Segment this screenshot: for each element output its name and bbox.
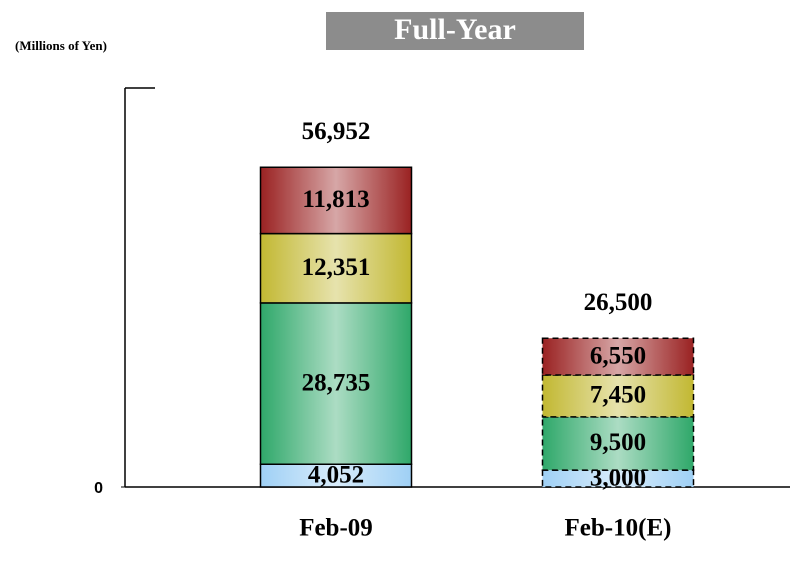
bar-shine bbox=[541, 337, 695, 376]
chart-title: Full-Year bbox=[394, 13, 516, 46]
value-label: 11,813 bbox=[302, 186, 369, 213]
value-label: 12,351 bbox=[302, 254, 371, 281]
value-label: 7,450 bbox=[590, 382, 646, 409]
bar-shine bbox=[259, 232, 413, 304]
bar-shine bbox=[259, 166, 413, 235]
x-tick-label: Feb-09 bbox=[299, 515, 373, 542]
value-label: 4,052 bbox=[308, 461, 364, 488]
y-tick-label: 0 bbox=[94, 480, 103, 497]
x-tick-label: Feb-10(E) bbox=[565, 515, 672, 542]
value-label: 6,550 bbox=[590, 342, 646, 369]
value-label: 9,500 bbox=[590, 429, 646, 456]
bar-shine bbox=[259, 302, 413, 466]
total-label: 26,500 bbox=[584, 289, 653, 316]
y-axis-label: (Millions of Yen) bbox=[15, 38, 107, 53]
bar-shine bbox=[541, 374, 695, 418]
title-box bbox=[326, 12, 584, 50]
bar-shine bbox=[541, 416, 695, 471]
value-label: 28,735 bbox=[302, 369, 371, 396]
total-label: 56,952 bbox=[302, 118, 371, 145]
